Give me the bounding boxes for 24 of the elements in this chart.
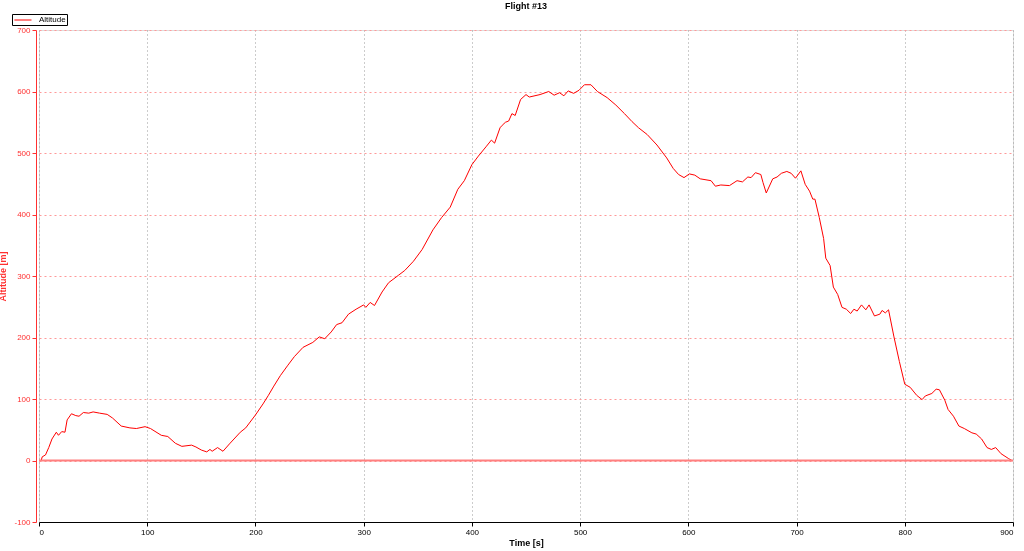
y-tick-label: 700 bbox=[17, 25, 32, 35]
x-tick-label: 600 bbox=[682, 527, 697, 537]
x-tick-label: 900 bbox=[1000, 527, 1015, 537]
y-tick-label: 400 bbox=[17, 210, 32, 219]
y-axis-title: Altitude [m] bbox=[0, 251, 9, 302]
x-axis-title: Time [s] bbox=[509, 537, 544, 548]
x-tick-label: 400 bbox=[465, 527, 480, 537]
chart-title: Flight #13 bbox=[504, 0, 548, 11]
legend-label: Altitude bbox=[39, 15, 67, 24]
y-tick-label: -100 bbox=[14, 517, 32, 527]
x-tick-label: 0 bbox=[39, 527, 45, 537]
y-tick-label: 500 bbox=[17, 148, 32, 158]
y-tick-label: 300 bbox=[17, 271, 32, 281]
x-tick-label: 800 bbox=[898, 527, 913, 537]
y-tick-label: 200 bbox=[17, 333, 32, 342]
x-tick-label: 100 bbox=[141, 527, 155, 537]
line-series bbox=[40, 84, 1013, 461]
x-tick-label: 500 bbox=[573, 527, 588, 537]
x-tick-label: 300 bbox=[357, 527, 372, 537]
x-tick-label: 200 bbox=[249, 527, 264, 537]
y-tick-label: 100 bbox=[17, 394, 32, 404]
y-tick-label: 0 bbox=[26, 456, 32, 465]
x-tick-label: 700 bbox=[790, 527, 805, 537]
y-tick-label: 600 bbox=[17, 87, 32, 96]
